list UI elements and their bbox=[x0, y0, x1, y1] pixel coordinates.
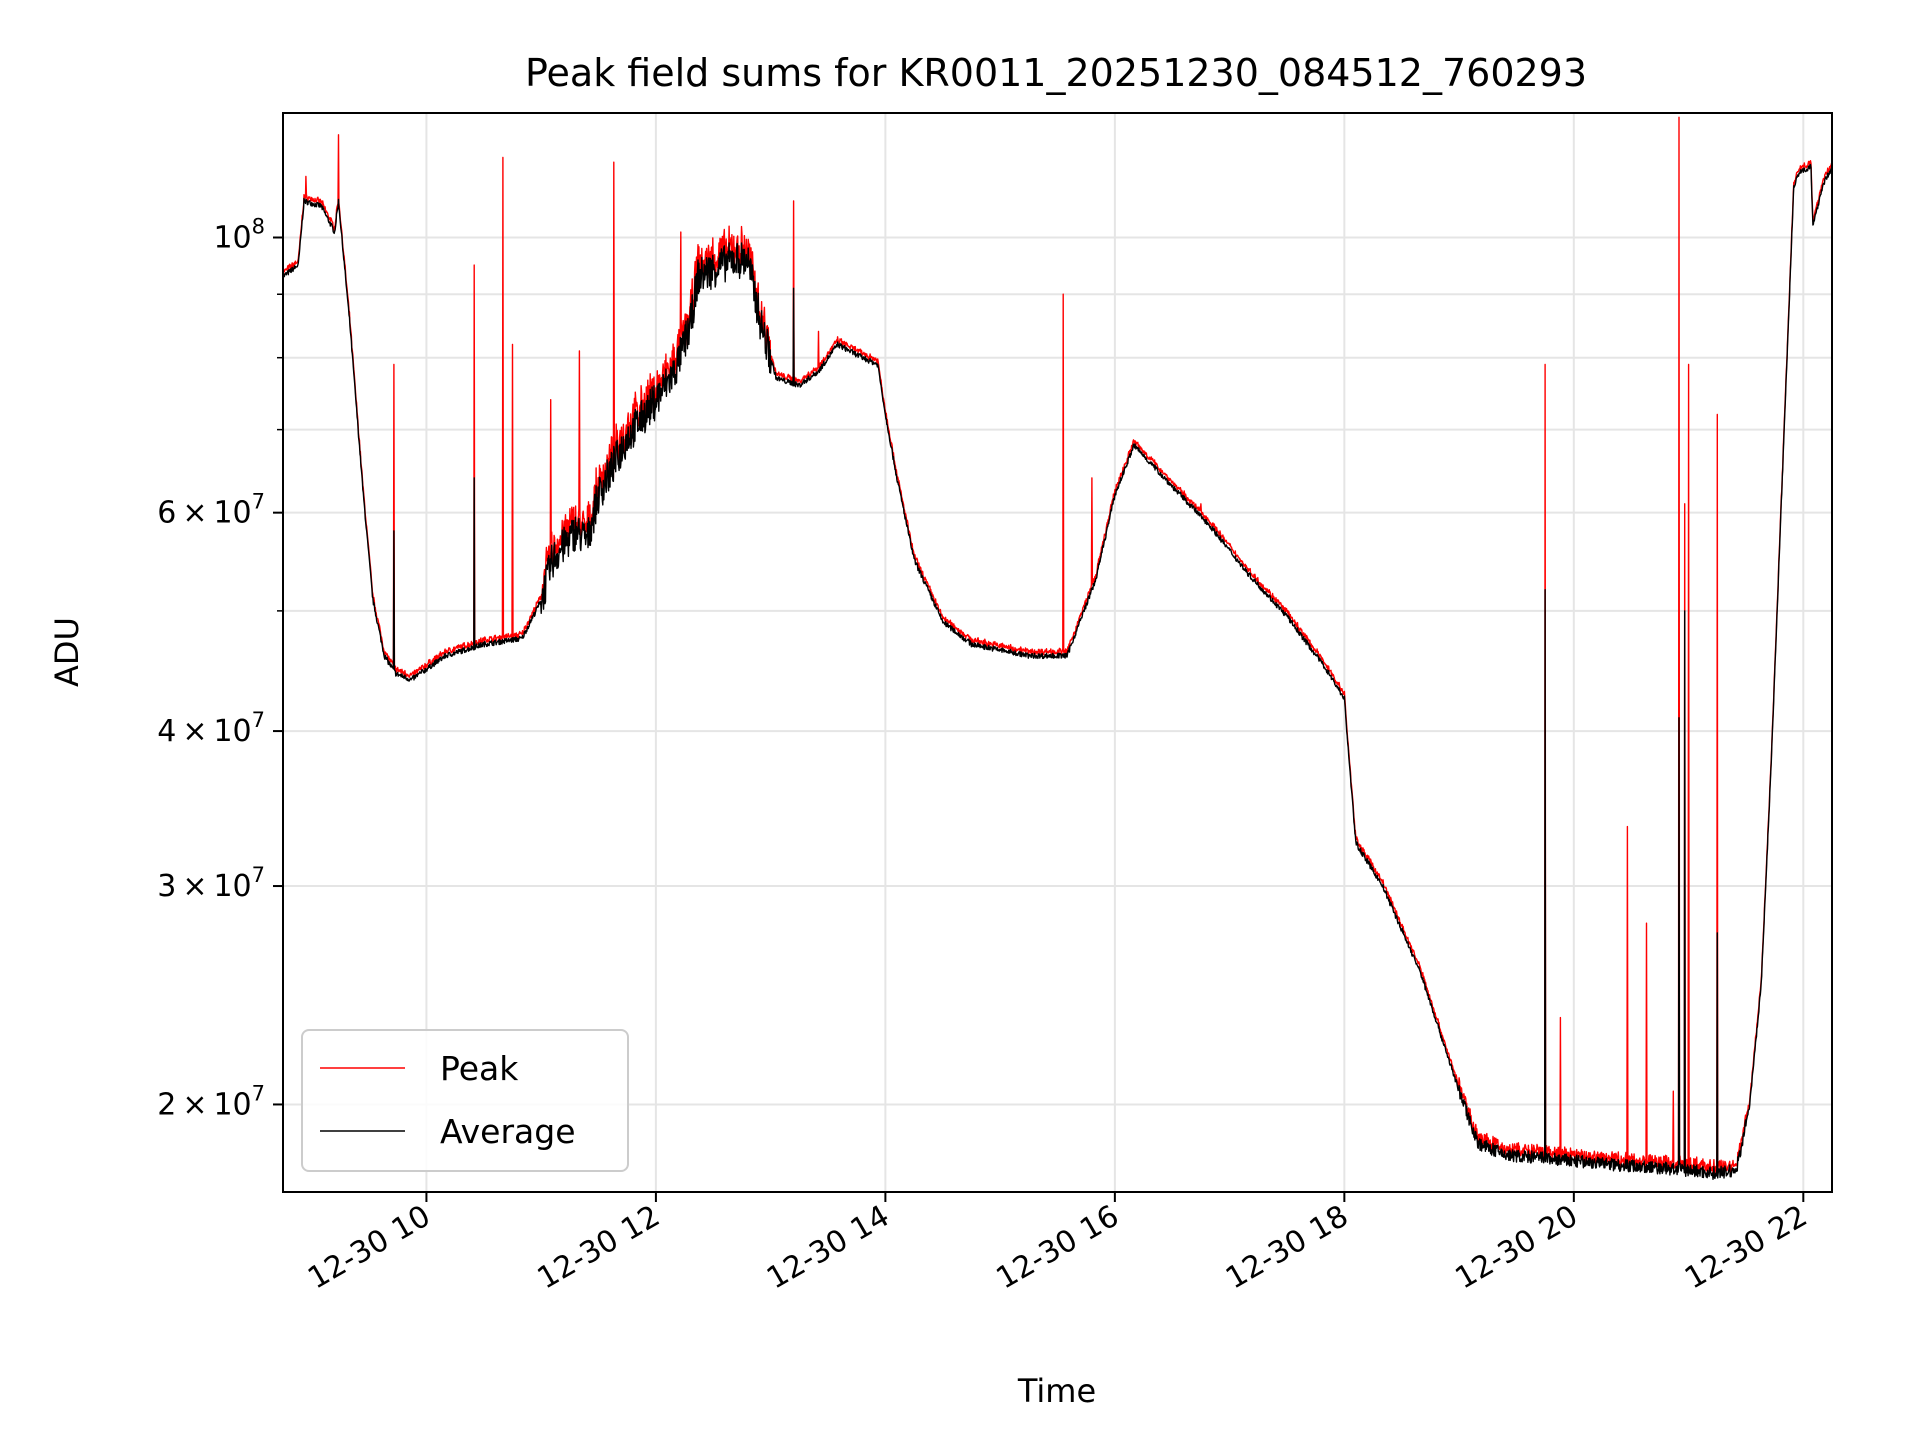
y-tick-label: 4 × 107 bbox=[157, 708, 265, 749]
y-tick-label: 6 × 107 bbox=[157, 490, 265, 531]
x-axis-label: Time bbox=[1017, 1372, 1096, 1410]
series-line-average bbox=[283, 163, 1832, 1180]
legend: Peak Average bbox=[301, 1029, 629, 1172]
plot-frame bbox=[282, 112, 1833, 1193]
legend-label-peak: Peak bbox=[440, 1049, 519, 1088]
legend-label-average: Average bbox=[440, 1112, 576, 1151]
chart-title: Peak field sums for KR0011_20251230_0845… bbox=[525, 51, 1587, 95]
y-tick-label: 3 × 107 bbox=[157, 863, 265, 904]
y-axis-label: ADU bbox=[48, 617, 86, 687]
series-layer bbox=[283, 116, 1832, 1180]
series-line-peak bbox=[283, 116, 1832, 1175]
legend-box bbox=[301, 1029, 629, 1172]
y-tick-label: 2 × 107 bbox=[157, 1081, 265, 1122]
